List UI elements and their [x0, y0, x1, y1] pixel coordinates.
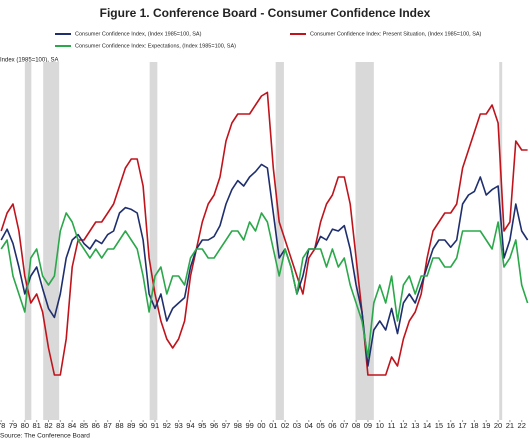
x-tick-label: 98 — [234, 421, 242, 430]
x-tick-label: 00 — [257, 421, 265, 430]
x-tick-label: 03 — [293, 421, 301, 430]
x-tick-label: 96 — [210, 421, 218, 430]
y-axis-label: Index (1985=100), SA — [0, 58, 59, 64]
x-tick-label: 90 — [139, 421, 147, 430]
x-tick-label: 15 — [435, 421, 443, 430]
x-tick-label: 12 — [399, 421, 407, 430]
recession-band — [355, 62, 374, 420]
recession-band — [275, 62, 284, 420]
series-line — [0, 163, 529, 367]
x-tick-label: 14 — [423, 421, 431, 430]
chart-title: Figure 1. Conference Board - Consumer Co… — [100, 6, 431, 20]
x-tick-label: 84 — [68, 421, 76, 430]
x-tick-label: 83 — [56, 421, 64, 430]
x-tick-label: 09 — [364, 421, 372, 430]
x-tick-label: 93 — [174, 421, 182, 430]
x-tick-label: 99 — [245, 421, 253, 430]
x-tick-label: 05 — [316, 421, 324, 430]
x-tick-label: 86 — [92, 421, 100, 430]
legend-label: Consumer Confidence Index, (Index 1985=1… — [75, 31, 202, 37]
x-tick-label: 19 — [482, 421, 490, 430]
x-tick-label: 79 — [9, 421, 17, 430]
x-tick-label: 97 — [222, 421, 230, 430]
legend-label: Consumer Confidence Index: Expectations,… — [75, 43, 236, 49]
x-tick-label: 01 — [269, 421, 277, 430]
x-tick-label: 08 — [352, 421, 360, 430]
x-tick-label: 92 — [163, 421, 171, 430]
x-tick-label: 06 — [328, 421, 336, 430]
x-tick-label: 88 — [115, 421, 123, 430]
x-tick-label: 18 — [470, 421, 478, 430]
x-tick-label: 07 — [340, 421, 348, 430]
series-line — [0, 91, 528, 376]
recession-band — [43, 62, 60, 420]
x-tick-label: 04 — [305, 421, 313, 430]
x-tick-label: 78 — [0, 421, 5, 430]
x-tick-label: 95 — [198, 421, 206, 430]
recession-band — [149, 62, 158, 420]
x-tick-label: 22 — [518, 421, 526, 430]
legend-label: Consumer Confidence Index: Present Situa… — [310, 31, 482, 37]
x-tick-label: 10 — [376, 421, 384, 430]
recession-band — [24, 62, 32, 420]
source-note: Source: The Conference Board — [0, 433, 90, 440]
x-tick-label: 13 — [411, 421, 419, 430]
x-tick-label: 91 — [151, 421, 159, 430]
x-tick-label: 21 — [506, 421, 514, 430]
x-tick-label: 81 — [33, 421, 41, 430]
x-tick-label: 02 — [281, 421, 289, 430]
x-tick-label: 20 — [494, 421, 502, 430]
x-tick-label: 89 — [127, 421, 135, 430]
x-tick-label: 16 — [447, 421, 455, 430]
series-line — [0, 212, 529, 358]
x-tick-label: 82 — [44, 421, 52, 430]
x-tick-label: 94 — [186, 421, 194, 430]
x-tick-label: 17 — [458, 421, 466, 430]
x-tick-label: 11 — [388, 421, 396, 430]
x-tick-label: 87 — [103, 421, 111, 430]
x-tick-label: 85 — [80, 421, 88, 430]
x-tick-label: 80 — [21, 421, 29, 430]
